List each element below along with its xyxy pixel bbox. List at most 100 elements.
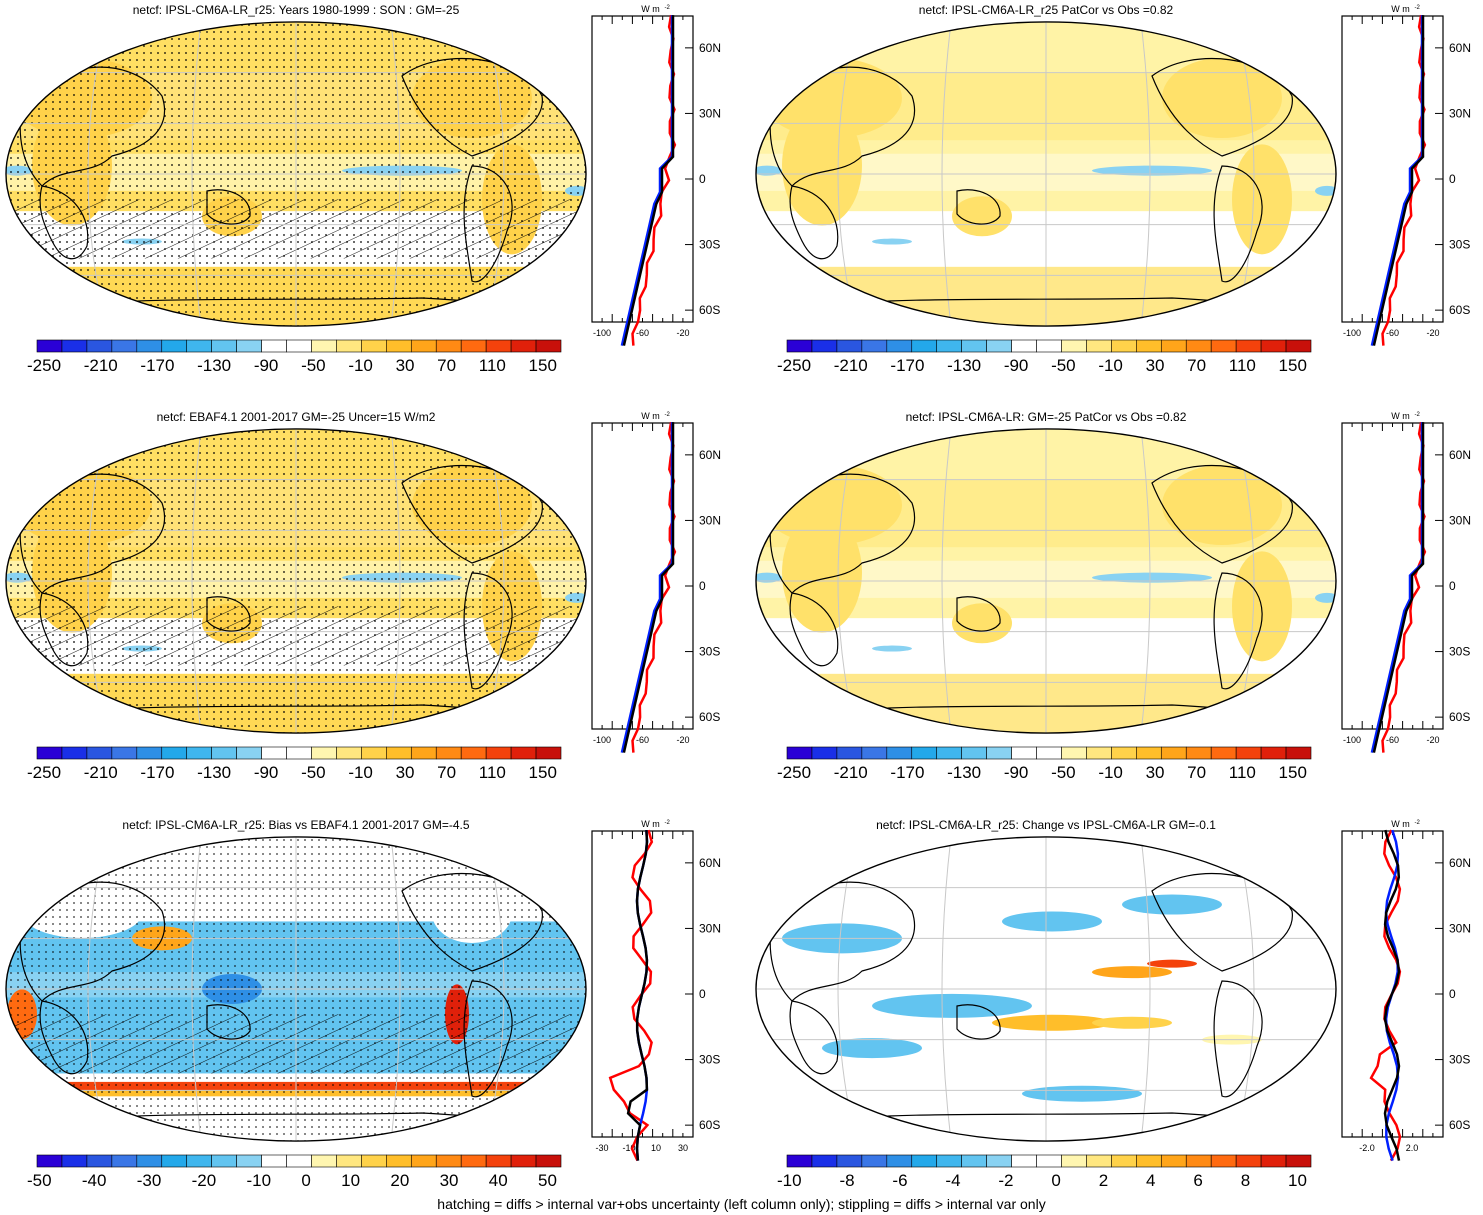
profile-unit: W m (1391, 4, 1410, 14)
zonal-profile-2: W m -2 60N 30N 0 30S 60S -100 -60 -20 (1341, 4, 1471, 346)
colorbar-swatch (336, 1154, 362, 1168)
colorbar-labels: -250 -210 -170 -130 -90 -50 -10 30 70 110 150 (777, 356, 1307, 376)
colorbar-tick-label: 110 (478, 763, 506, 782)
profile-tick-label: -60 (636, 735, 649, 745)
colorbar-swatch (1160, 1154, 1187, 1168)
colorbar-tick-label: -170 (140, 356, 175, 375)
colorbar-swatch (836, 746, 863, 760)
colorbar-swatch (986, 746, 1012, 760)
colorbar-tick-label: 150 (1278, 356, 1307, 375)
profile-lat-label: 30N (699, 106, 721, 120)
colorbar-swatch (1160, 339, 1187, 353)
colorbar-tick-label: 0 (1051, 1171, 1061, 1190)
profile-unit: W m (641, 4, 660, 14)
colorbar-swatch (886, 339, 913, 353)
profile-lat-label: 0 (1449, 579, 1456, 593)
profile-unit: W m (1391, 411, 1410, 421)
colorbar-swatch (286, 1154, 312, 1168)
colorbar-swatch (510, 339, 537, 353)
colorbar-swatch (460, 339, 487, 353)
colorbar-swatch (111, 1154, 138, 1168)
colorbar-labels: -250 -210 -170 -130 -90 -50 -10 30 70 110 150 (777, 763, 1307, 783)
colorbar-swatch (1185, 746, 1212, 760)
colorbar-swatch (1136, 339, 1162, 353)
colorbar-swatch (460, 746, 487, 760)
profile-lat-label: 30S (699, 645, 720, 659)
colorbar-swatch (811, 746, 838, 760)
profile-unit: W m (1391, 819, 1410, 829)
colorbar-swatch (211, 746, 237, 760)
zonal-profile-1: W m -2 60N 30N 0 30S 60S -100 -60 -20 (591, 4, 721, 346)
colorbar-swatch (1036, 1154, 1062, 1168)
colorbar-tick-label: 70 (1187, 763, 1207, 782)
colorbar-swatch (1061, 746, 1087, 760)
colorbar-swatch (485, 1154, 512, 1168)
profile-curve (622, 422, 675, 753)
profile-curve (631, 421, 677, 753)
profile-tick-label: -100 (1343, 328, 1361, 338)
colorbar-swatch (211, 1154, 237, 1168)
colorbar-tick-label: 20 (390, 1171, 410, 1190)
profile-curve (631, 14, 677, 346)
colorbar-tick-label: 110 (1228, 763, 1256, 782)
colorbar-tick-label: 70 (437, 356, 457, 375)
colorbar-swatch (211, 339, 237, 353)
colorbar-swatch (386, 746, 412, 760)
profile-lat-label: 60S (1449, 303, 1470, 317)
colorbar-swatch (186, 339, 212, 353)
colorbar-swatch (1061, 339, 1087, 353)
colorbar-swatch (410, 746, 437, 760)
profile-curve (1383, 829, 1401, 1161)
colorbar-swatch (911, 339, 938, 353)
profile-curve (1381, 14, 1427, 346)
footnote: hatching = diffs > internal var+obs unce… (437, 1196, 1046, 1212)
colorbar-swatch (161, 746, 188, 760)
colorbar-tick-label: 0 (301, 1171, 311, 1190)
colorbar-swatch (361, 746, 387, 760)
map-plot (755, 21, 1337, 327)
colorbar-labels: -50 -40 -30 -20 -10 0 10 20 30 40 50 (27, 1171, 557, 1191)
colorbar-swatch (410, 1154, 437, 1168)
profile-lat-label: 0 (699, 987, 706, 1001)
colorbar-swatch (535, 1154, 562, 1168)
colorbar-swatch (886, 1154, 913, 1168)
colorbar-swatch (1260, 339, 1287, 353)
colorbar-swatch (1235, 746, 1262, 760)
colorbar-swatch (111, 339, 138, 353)
profile-tick-label: 30 (678, 1143, 688, 1153)
colorbar-tick-label: -90 (253, 356, 279, 375)
colorbar-swatch (936, 746, 962, 760)
colorbar-swatch (1011, 339, 1037, 353)
colorbar-swatch (261, 339, 287, 353)
colorbar-swatch (861, 746, 888, 760)
map-title: netcf: IPSL-CM6A-LR_r25: Change vs IPSL-… (876, 818, 1216, 832)
profile-unit-exponent: -2 (665, 412, 671, 418)
profile-lat-label: 30S (699, 238, 720, 252)
colorbar-tick-label: 50 (538, 1171, 557, 1190)
colorbar-tick-label: -210 (83, 763, 118, 782)
profile-lat-label: 60S (699, 1118, 720, 1132)
colorbar-tick-label: 6 (1193, 1171, 1203, 1190)
colorbar-swatch (811, 1154, 838, 1168)
profile-lat-label: 60S (1449, 710, 1470, 724)
profile-tick-label: 10 (651, 1143, 661, 1153)
colorbar-tick-label: -30 (136, 1171, 162, 1190)
colorbar-tick-label: -250 (27, 356, 62, 375)
profile-tick-label: -60 (1386, 328, 1399, 338)
colorbar-swatch (861, 1154, 888, 1168)
colorbar-swatch (1260, 746, 1287, 760)
profile-lat-label: 0 (699, 172, 706, 186)
colorbar-swatch (1086, 746, 1112, 760)
map-panel-1: netcf: IPSL-CM6A-LR_r25: Years 1980-1999… (2, 0, 590, 380)
colorbar-swatch (1111, 339, 1137, 353)
colorbar-swatch (911, 746, 938, 760)
colorbar-tick-label: 70 (1187, 356, 1207, 375)
colorbar-swatch (286, 746, 312, 760)
colorbar-swatch (286, 339, 312, 353)
zonal-profile-5: W m -2 60N 30N 0 30S 60S -30 -10 10 30 (591, 819, 721, 1162)
colorbar-tick-label: -210 (833, 356, 868, 375)
map-title: netcf: IPSL-CM6A-LR: GM=-25 PatCor vs Ob… (905, 410, 1187, 424)
colorbar-swatch (936, 1154, 962, 1168)
colorbar-tick-label: -20 (191, 1171, 217, 1190)
profile-lat-label: 0 (1449, 172, 1456, 186)
